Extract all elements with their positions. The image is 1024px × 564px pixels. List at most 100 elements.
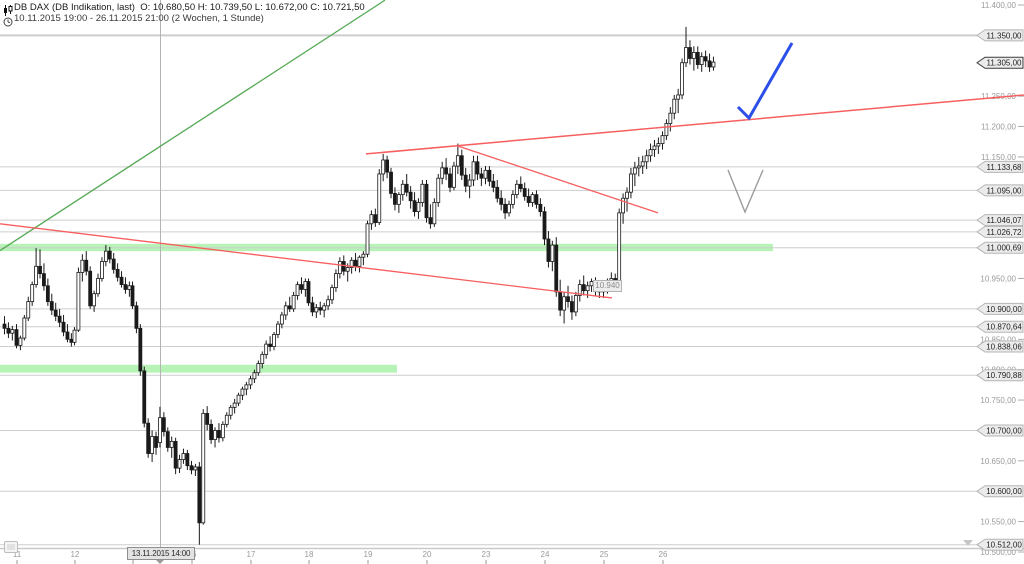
- candle-body: [181, 453, 186, 461]
- candle-body: [499, 197, 504, 205]
- y-axis-tick-label: 10.550,00: [980, 518, 1016, 527]
- candle-body: [295, 284, 300, 296]
- candle-body: [668, 112, 673, 124]
- price-level-badge[interactable]: [976, 369, 1024, 382]
- candle-body: [334, 273, 338, 289]
- candle-body: [467, 179, 472, 187]
- support-band[interactable]: [0, 364, 397, 373]
- candle-body: [10, 329, 15, 334]
- candle-body: [92, 293, 96, 307]
- candle-body: [644, 155, 649, 163]
- candle-body: [695, 52, 700, 65]
- candle-body: [57, 315, 62, 323]
- candle-body: [617, 212, 622, 287]
- candle-body: [224, 414, 229, 425]
- candle-body: [26, 301, 31, 319]
- candle-body: [322, 305, 327, 311]
- price-level-badge[interactable]: [976, 241, 1024, 254]
- candle-body: [487, 169, 492, 182]
- candle-body: [573, 295, 578, 313]
- price-level-badge[interactable]: [976, 340, 1024, 353]
- candle-body: [96, 278, 100, 295]
- candle-body: [165, 431, 170, 448]
- candle-body: [483, 169, 488, 179]
- price-level-badge[interactable]: [976, 214, 1024, 227]
- candle-body: [318, 307, 323, 311]
- candle-body: [357, 256, 362, 267]
- candle-body: [444, 167, 449, 175]
- candle-body: [455, 155, 460, 167]
- chart-page-icon[interactable]: [4, 541, 18, 553]
- y-axis-tick-label: 11.150,00: [981, 153, 1017, 162]
- price-level-badge[interactable]: [976, 29, 1024, 42]
- candle-body: [393, 193, 397, 205]
- red-descending-wedge-trendline[interactable]: [457, 145, 659, 214]
- candle-body: [522, 188, 527, 197]
- candle-body: [503, 203, 508, 214]
- candle-body: [621, 197, 625, 214]
- candle-body: [236, 394, 241, 404]
- price-level-badge[interactable]: [976, 225, 1024, 238]
- candle-body: [69, 338, 74, 343]
- price-level-badge[interactable]: [976, 302, 1024, 315]
- price-level-badge[interactable]: [976, 160, 1024, 173]
- candle-body: [38, 265, 42, 275]
- green-ascending-trendline[interactable]: [0, 0, 386, 252]
- instrument-name: DB DAX (DB Indikation, last): [14, 2, 135, 13]
- candle-body: [134, 305, 139, 329]
- chart-title: DB DAX (DB Indikation, last) O: 10.680,5…: [14, 2, 365, 13]
- candle-body: [291, 295, 296, 310]
- price-level-badge[interactable]: [976, 320, 1024, 333]
- x-axis-day-label: 12: [71, 550, 80, 559]
- candle-body: [448, 173, 452, 188]
- price-badge-label: 11.350,00: [987, 31, 1023, 40]
- candle-body: [365, 223, 370, 255]
- candle-body: [173, 440, 178, 469]
- x-axis-day-label: 25: [600, 550, 609, 559]
- candle-body: [42, 273, 46, 287]
- clock-icon: [3, 14, 13, 27]
- price-badge-label: 11.046,07: [987, 216, 1023, 225]
- price-level-badge[interactable]: [976, 184, 1024, 197]
- red-ascending-resistance-trendline[interactable]: [365, 94, 1024, 155]
- candle-body: [45, 285, 50, 302]
- candle-body: [189, 465, 194, 471]
- y-axis-tick-label: 10.500,00: [980, 548, 1016, 557]
- candle-body: [158, 417, 162, 444]
- candle-body: [268, 343, 273, 347]
- candle-body: [252, 372, 257, 380]
- candle-body: [310, 302, 315, 313]
- candle-body: [111, 258, 116, 270]
- y-axis-tick-label: 10.750,00: [980, 396, 1016, 405]
- candle-body: [283, 305, 288, 316]
- candle-body: [495, 186, 500, 199]
- candle-body: [299, 284, 304, 290]
- candle-body: [648, 149, 653, 157]
- candle-body: [684, 47, 688, 64]
- candle-body: [660, 135, 665, 144]
- price-level-badge[interactable]: [976, 485, 1024, 498]
- candle-body: [14, 329, 19, 346]
- blue-checkmark-annotation[interactable]: [736, 42, 794, 121]
- candle-body: [377, 173, 382, 223]
- candle-body: [228, 406, 233, 416]
- candle-body: [185, 453, 190, 467]
- x-axis-day-label: 18: [305, 550, 314, 559]
- price-level-badge[interactable]: [976, 424, 1024, 437]
- candle-body: [150, 436, 155, 454]
- price-level-badge[interactable]: [976, 538, 1024, 551]
- candle-body: [562, 296, 566, 311]
- x-axis-day-label: 24: [541, 550, 550, 559]
- x-axis-day-label: 20: [423, 550, 432, 559]
- gray-v-annotation[interactable]: [727, 169, 764, 214]
- candle-body: [688, 47, 692, 59]
- candle-body: [636, 165, 641, 169]
- price-badge-label: 10.838,06: [986, 343, 1022, 352]
- candle-body: [676, 94, 681, 100]
- candle-body: [213, 430, 217, 440]
- red-descending-lower-trendline[interactable]: [0, 223, 613, 299]
- y-axis-tick-label: 10.950,00: [980, 275, 1016, 284]
- current-price-badge[interactable]: [976, 56, 1024, 69]
